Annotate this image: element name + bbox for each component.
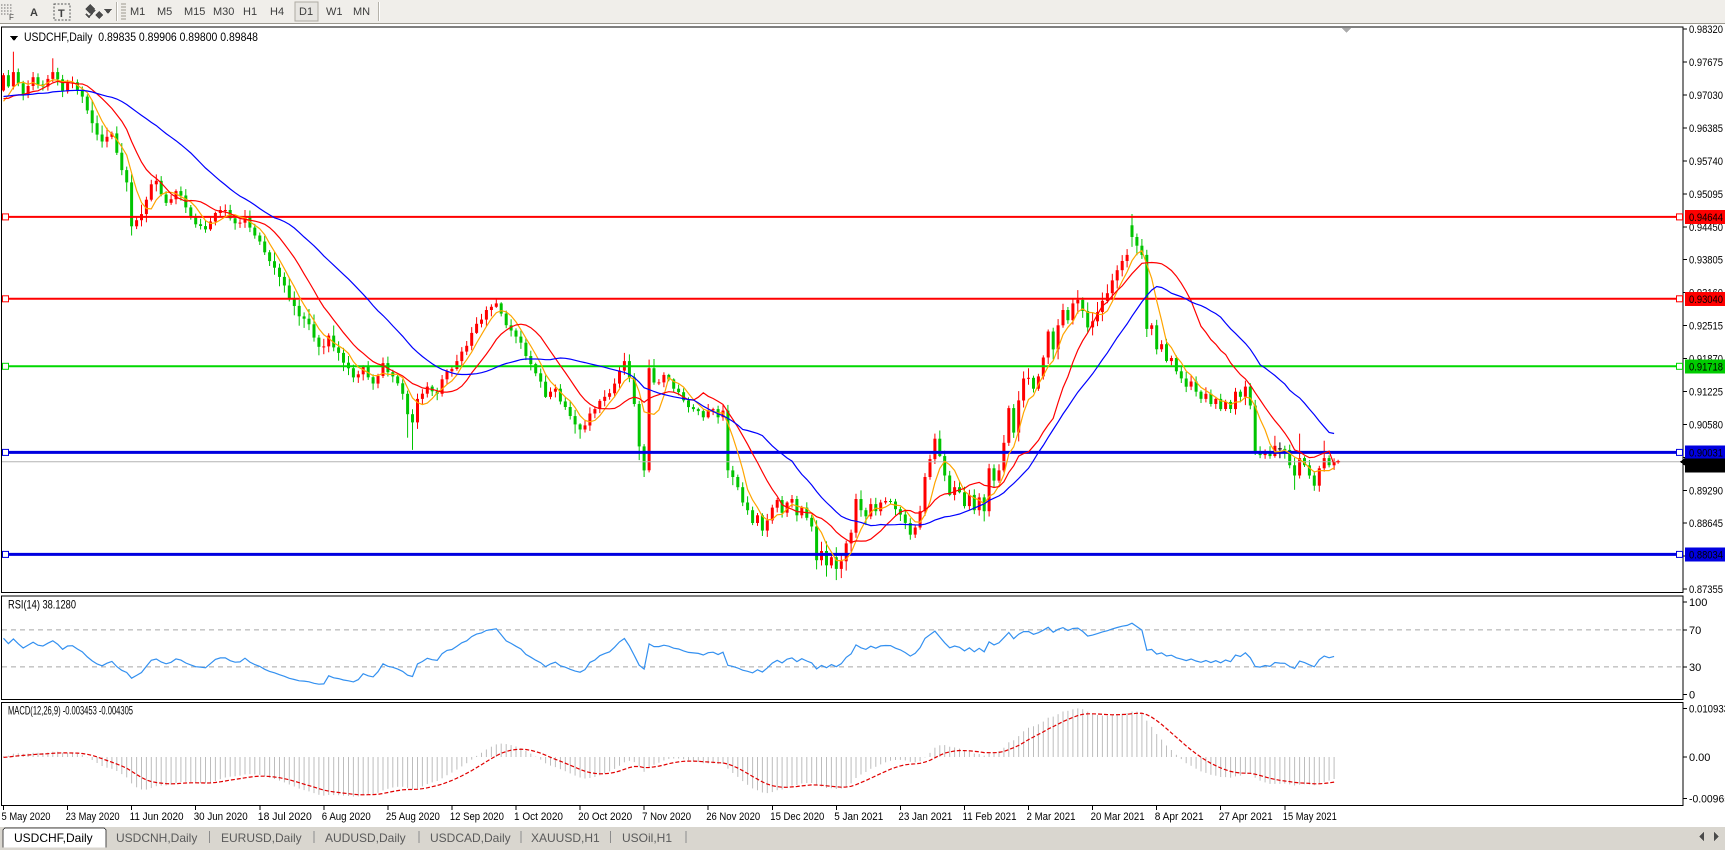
svg-text:11 Feb 2021: 11 Feb 2021	[963, 811, 1017, 823]
svg-text:1 Oct 2020: 1 Oct 2020	[514, 811, 563, 823]
svg-text:0.93805: 0.93805	[1689, 255, 1723, 267]
svg-text:30 Jun 2020: 30 Jun 2020	[194, 811, 248, 823]
svg-text:0.90031: 0.90031	[1689, 447, 1723, 459]
svg-text:23 May 2020: 23 May 2020	[66, 811, 120, 823]
svg-text:12 Sep 2020: 12 Sep 2020	[450, 811, 504, 823]
svg-text:8 Apr 2021: 8 Apr 2021	[1155, 811, 1204, 823]
svg-text:MACD(12,26,9) -0.003453 -0.004: MACD(12,26,9) -0.003453 -0.004305	[8, 704, 133, 718]
svg-text:23 Jan 2021: 23 Jan 2021	[898, 811, 952, 823]
svg-text:USDCNH,Daily: USDCNH,Daily	[116, 831, 197, 845]
svg-text:0.95095: 0.95095	[1689, 189, 1723, 201]
svg-text:H1: H1	[243, 6, 257, 18]
svg-text:USDCAD,Daily: USDCAD,Daily	[430, 831, 511, 845]
svg-text:18 Jul 2020: 18 Jul 2020	[258, 811, 312, 823]
svg-text:5 May 2020: 5 May 2020	[2, 811, 51, 823]
svg-text:0.91225: 0.91225	[1689, 387, 1723, 399]
svg-text:0.010933: 0.010933	[1689, 703, 1725, 715]
svg-text:70: 70	[1689, 625, 1701, 637]
svg-text:0.88645: 0.88645	[1689, 518, 1723, 530]
svg-text:0.90580: 0.90580	[1689, 419, 1723, 431]
svg-text:W1: W1	[326, 6, 343, 18]
svg-text:2 Mar 2021: 2 Mar 2021	[1027, 811, 1076, 823]
svg-text:M30: M30	[213, 6, 234, 18]
svg-text:RSI(14) 38.1280: RSI(14) 38.1280	[8, 598, 76, 612]
svg-text:F: F	[9, 13, 14, 22]
svg-text:6 Aug 2020: 6 Aug 2020	[322, 811, 371, 823]
svg-text:0.98320: 0.98320	[1689, 24, 1723, 36]
svg-text:0: 0	[1689, 690, 1695, 702]
svg-text:XAUUSD,H1: XAUUSD,H1	[531, 831, 600, 845]
svg-text:7 Nov 2020: 7 Nov 2020	[642, 811, 691, 823]
svg-text:5 Jan 2021: 5 Jan 2021	[834, 811, 883, 823]
svg-text:11 Jun 2020: 11 Jun 2020	[130, 811, 184, 823]
svg-text:25 Aug 2020: 25 Aug 2020	[386, 811, 440, 823]
svg-text:15 Dec 2020: 15 Dec 2020	[770, 811, 824, 823]
svg-text:100: 100	[1689, 597, 1707, 609]
svg-text:EURUSD,Daily: EURUSD,Daily	[221, 831, 302, 845]
svg-text:A: A	[30, 7, 38, 19]
svg-text:0.89290: 0.89290	[1689, 485, 1723, 497]
svg-text:AUDUSD,Daily: AUDUSD,Daily	[325, 831, 406, 845]
svg-text:USOil,H1: USOil,H1	[622, 831, 672, 845]
svg-text:0.00: 0.00	[1689, 752, 1710, 764]
svg-text:0.94644: 0.94644	[1689, 212, 1723, 224]
svg-text:0.97030: 0.97030	[1689, 90, 1723, 102]
svg-text:30: 30	[1689, 662, 1701, 674]
svg-text:USDCHF,Daily: USDCHF,Daily	[14, 831, 93, 845]
svg-text:26 Nov 2020: 26 Nov 2020	[706, 811, 760, 823]
svg-text:0.97675: 0.97675	[1689, 57, 1723, 69]
svg-text:20 Oct 2020: 20 Oct 2020	[578, 811, 632, 823]
svg-text:0.87355: 0.87355	[1689, 584, 1723, 596]
svg-text:H4: H4	[270, 6, 284, 18]
svg-text:0.94450: 0.94450	[1689, 222, 1723, 234]
svg-text:M5: M5	[157, 6, 172, 18]
svg-text:D1: D1	[299, 6, 313, 18]
svg-text:0.93040: 0.93040	[1689, 294, 1723, 306]
svg-text:0.95740: 0.95740	[1689, 156, 1723, 168]
svg-text:MN: MN	[353, 6, 370, 18]
svg-text:T: T	[58, 8, 65, 20]
svg-text:M1: M1	[130, 6, 145, 18]
svg-text:0.91718: 0.91718	[1689, 361, 1723, 373]
svg-text:20 Mar 2021: 20 Mar 2021	[1091, 811, 1145, 823]
svg-text:0.89848: 0.89848	[1689, 461, 1723, 473]
svg-text:0.96385: 0.96385	[1689, 123, 1723, 135]
svg-text:0.88034: 0.88034	[1689, 549, 1723, 561]
svg-text:27 Apr 2021: 27 Apr 2021	[1219, 811, 1273, 823]
svg-text:USDCHF,Daily 0.89835 0.89906: USDCHF,Daily 0.89835 0.89906 0.89800 0.8…	[24, 30, 258, 44]
svg-text:0.92515: 0.92515	[1689, 321, 1723, 333]
svg-text:M15: M15	[184, 6, 205, 18]
svg-text:15 May 2021: 15 May 2021	[1283, 811, 1337, 823]
